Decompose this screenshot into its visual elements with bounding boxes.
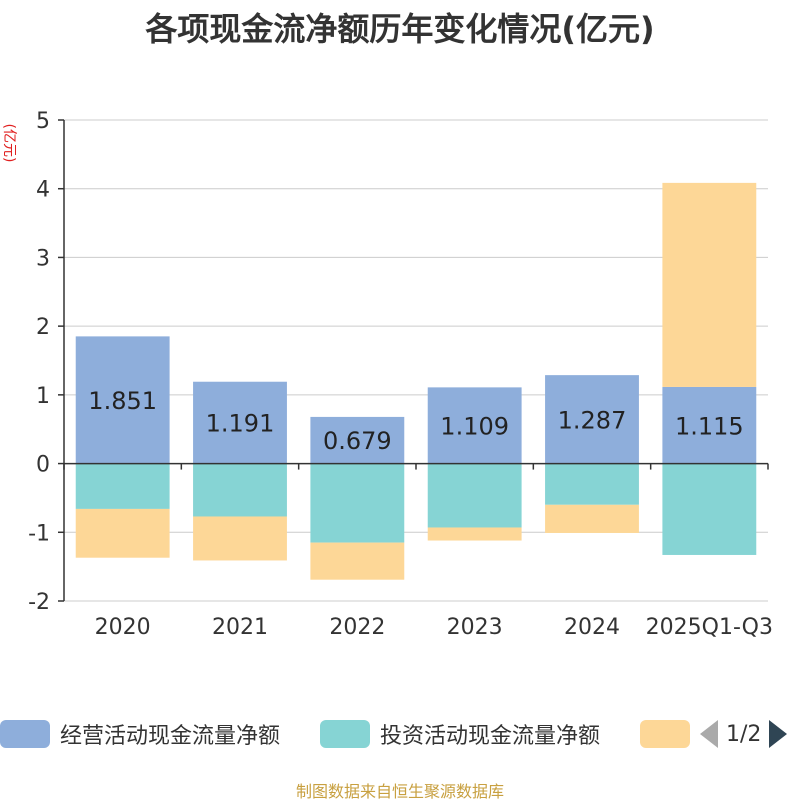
y-tick-label: 2 <box>36 315 50 340</box>
grid-layer <box>64 119 768 602</box>
legend-item-investing[interactable]: 投资活动现金流量净额 <box>320 714 600 754</box>
legend-item-third[interactable] <box>640 714 690 754</box>
legend-swatch-operating <box>0 720 50 748</box>
data-label: 1.287 <box>558 406 627 434</box>
bar-series0-2023 <box>427 387 522 464</box>
x-tick-label: 2024 <box>564 615 620 640</box>
x-tick-label: 2025Q1-Q3 <box>646 615 773 640</box>
data-label: 1.191 <box>206 410 275 438</box>
x-tick-label: 2022 <box>329 615 385 640</box>
source-note: 制图数据来自恒生聚源数据库 <box>295 782 504 801</box>
bar-series0-2025Q1-Q3 <box>662 386 757 464</box>
data-label: 1.109 <box>440 412 509 440</box>
y-tick-label: 5 <box>36 109 50 134</box>
data-label: 1.851 <box>88 387 157 415</box>
bar-series0-2021 <box>193 381 287 464</box>
y-axis-label: (亿元) <box>1 124 17 163</box>
legend-label-operating: 经营活动现金流量净额 <box>60 724 281 749</box>
bar-series2-2025Q1-Q3 <box>662 182 757 387</box>
legend-swatch-investing <box>320 720 370 748</box>
legend-item-operating[interactable]: 经营活动现金流量净额 <box>0 714 280 754</box>
x-tick-label: 2020 <box>95 615 151 640</box>
y-tick-label: 4 <box>36 178 50 203</box>
legend-swatch-third <box>640 720 690 748</box>
bar-series0-2022 <box>310 416 405 464</box>
y-tick-label: 3 <box>36 246 50 271</box>
bar-series0-2020 <box>75 336 170 464</box>
pager-page-indicator: 1/2 <box>726 721 762 747</box>
bar-series1-2024 <box>545 463 639 505</box>
data-label: 1.115 <box>675 412 744 440</box>
bar-series0-2024 <box>545 375 639 464</box>
legend-label-investing: 投资活动现金流量净额 <box>380 724 601 749</box>
bar-layer <box>75 182 757 580</box>
axis-layer: -2 -1 0 1 2 3 4 5 2020 2021 2022 2023 2024 2025Q1-Q3 <box>28 109 773 640</box>
y-tick-label: 0 <box>36 453 50 478</box>
bar-series1-2021 <box>193 463 287 517</box>
pager-prev-icon[interactable] <box>700 720 718 748</box>
x-tick-label: 2023 <box>447 615 503 640</box>
label-layer: 1.851 1.191 0.679 1.109 1.287 1.115 <box>88 387 743 455</box>
bar-series2-2023 <box>427 527 522 541</box>
bar-series2-2024 <box>545 504 639 533</box>
legend-pager: 1/2 <box>700 714 788 754</box>
y-tick-label: -2 <box>28 590 50 615</box>
y-tick-label: -1 <box>28 521 50 546</box>
chart-title: 各项现金流净额历年变化情况(亿元) <box>145 10 655 48</box>
bar-series1-2022 <box>310 463 405 543</box>
bar-series1-2025Q1-Q3 <box>662 463 757 555</box>
bar-series2-2021 <box>193 516 287 561</box>
x-tick-label: 2021 <box>212 615 268 640</box>
bar-series1-2020 <box>75 463 170 509</box>
y-tick-label: 1 <box>36 384 50 409</box>
bar-series2-2022 <box>310 542 405 580</box>
pager-next-icon[interactable] <box>769 720 788 748</box>
bar-series2-2020 <box>75 508 170 558</box>
bar-series1-2023 <box>427 463 522 528</box>
legend: 经营活动现金流量净额 投资活动现金流量净额 <box>0 714 800 754</box>
data-label: 0.679 <box>323 427 392 455</box>
